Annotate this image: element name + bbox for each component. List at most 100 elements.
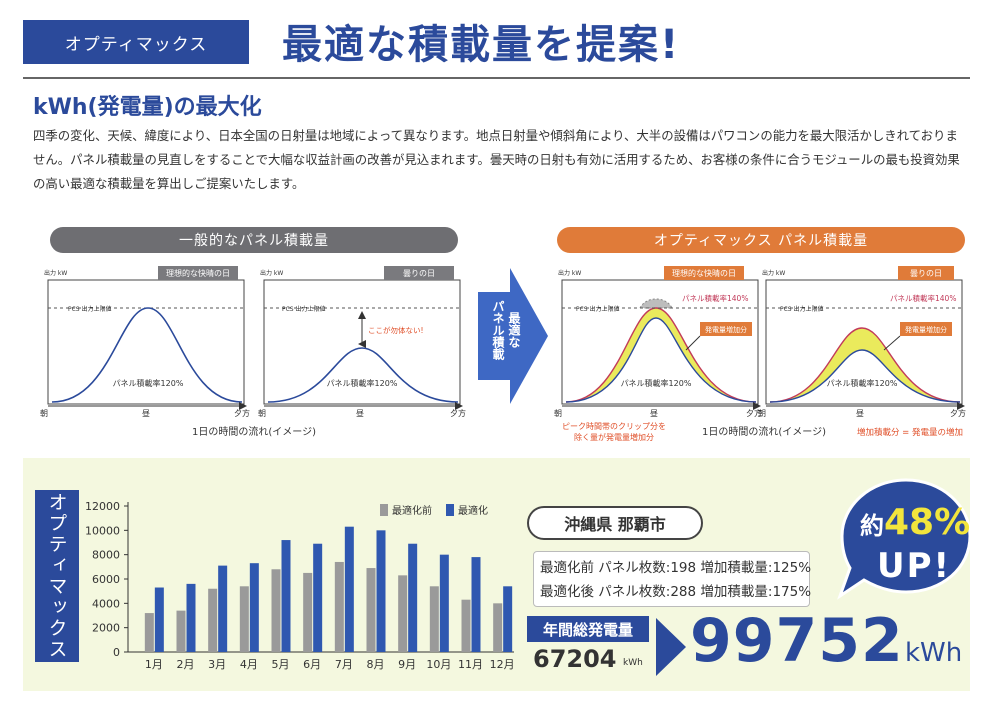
increase-note: 増加積載分 = 発電量の増加 bbox=[857, 427, 963, 438]
x-tick-label: 8月 bbox=[367, 658, 385, 671]
pcs-label: PCS 出力上限値 bbox=[282, 305, 326, 313]
bar-before bbox=[461, 599, 471, 652]
graph-optimax-sunny: PCS 出力上限値 出力 kW 理想的な快晴の日 パネル積載率140% 発電量増… bbox=[554, 266, 762, 442]
bar-after bbox=[439, 554, 449, 652]
ratio-label: パネル積載率120% bbox=[327, 378, 398, 388]
sunny-tag: 理想的な快晴の日 bbox=[166, 268, 230, 278]
legend-swatch bbox=[380, 504, 388, 516]
graph-optimax-cloudy: PCS 出力上限値 出力 kW 曇りの日 パネル積載率140% 発電量増加分 パ… bbox=[758, 266, 966, 418]
x-evening: 夕方 bbox=[234, 408, 250, 418]
x-morning: 朝 bbox=[554, 409, 562, 418]
x-evening: 夕方 bbox=[746, 408, 762, 418]
y-axis-label: 出力 kW bbox=[762, 269, 785, 277]
legend-label: 最適化 bbox=[458, 504, 488, 517]
bar-after bbox=[376, 530, 386, 652]
x-evening: 夕方 bbox=[450, 408, 466, 418]
badge-up: UP! bbox=[877, 546, 952, 586]
after-unit: kWh bbox=[905, 638, 963, 668]
clip-note-2: 除く量が発電量増加分 bbox=[574, 432, 654, 442]
bar-after bbox=[408, 543, 418, 652]
pcs-label: PCS 出力上限値 bbox=[68, 305, 112, 313]
x-tick-label: 12月 bbox=[490, 658, 515, 671]
ratio-label: パネル積載率120% bbox=[113, 378, 184, 388]
bar-after bbox=[186, 583, 196, 652]
intro-paragraph: 四季の変化、天候、緯度により、日本全国の日射量は地域によって異なります。地点日射… bbox=[33, 128, 960, 191]
x-noon: 昼 bbox=[856, 409, 864, 418]
before-unit: kWh bbox=[623, 658, 643, 668]
bar-before bbox=[334, 561, 344, 652]
x-tick-label: 7月 bbox=[335, 658, 353, 671]
general-capacity-title: 一般的なパネル積載量 bbox=[50, 227, 458, 253]
x-tick-label: 10月 bbox=[426, 658, 451, 671]
location-label: 沖縄県 那覇市 bbox=[527, 506, 703, 540]
speech-bubble-icon bbox=[837, 478, 972, 600]
x-noon: 昼 bbox=[356, 409, 364, 418]
before-info-line: 最適化前 パネル枚数:198 増加積載量:125% bbox=[540, 560, 812, 576]
bar-after bbox=[471, 557, 481, 652]
bar-after bbox=[344, 526, 354, 652]
y-tick-label: 4000 bbox=[92, 597, 120, 610]
ratio-140-label: パネル積載率140% bbox=[682, 293, 748, 303]
after-value: 99752 bbox=[690, 606, 904, 676]
right-arrow-icon bbox=[656, 618, 686, 676]
bar-before bbox=[208, 588, 218, 652]
graph-general-sunny: PCS 出力上限値 出力 kW 理想的な快晴の日 パネル積載率120% 朝 昼 … bbox=[40, 266, 250, 418]
x-morning: 朝 bbox=[40, 409, 48, 418]
badge-percent: 約48% bbox=[860, 502, 970, 543]
bar-before bbox=[366, 568, 376, 652]
graph-general-cloudy: PCS 出力上限値 出力 kW 曇りの日 ここが勿体ない! パネル積載率120%… bbox=[258, 266, 466, 418]
bar-before bbox=[398, 575, 408, 652]
waste-note: ここが勿体ない! bbox=[368, 325, 424, 335]
header-divider bbox=[23, 77, 970, 79]
arrow-text-2: 最適な bbox=[507, 312, 521, 349]
cloudy-tag: 曇りの日 bbox=[403, 269, 435, 278]
pcs-label: PCS 出力上限値 bbox=[780, 305, 824, 313]
ratio-140-label: パネル積載率140% bbox=[890, 293, 956, 303]
bar-after bbox=[313, 543, 323, 652]
x-tick-label: 4月 bbox=[240, 658, 258, 671]
increase-tag: 発電量増加分 bbox=[705, 325, 747, 334]
badge-percent-value: 48% bbox=[884, 502, 971, 543]
x-tick-label: 9月 bbox=[398, 658, 416, 671]
page-title: 最適な積載量を提案! bbox=[282, 22, 681, 68]
annual-generation-label: 年間総発電量 bbox=[527, 616, 649, 642]
bar-before bbox=[144, 613, 154, 652]
x-noon: 昼 bbox=[650, 409, 658, 418]
comparison-graphs: PCS 出力上限値 出力 kW 理想的な快晴の日 パネル積載率120% 朝 昼 … bbox=[40, 266, 966, 442]
sunny-tag: 理想的な快晴の日 bbox=[672, 268, 736, 278]
x-tick-label: 5月 bbox=[272, 658, 290, 671]
pcs-label: PCS 出力上限値 bbox=[576, 305, 620, 313]
y-axis-label: 出力 kW bbox=[44, 269, 67, 277]
y-tick-label: 2000 bbox=[92, 622, 120, 635]
x-tick-label: 6月 bbox=[303, 658, 321, 671]
x-tick-label: 2月 bbox=[177, 658, 195, 671]
y-axis-label: 出力 kW bbox=[558, 269, 581, 277]
legend-swatch bbox=[446, 504, 454, 516]
header-tag: オプティマックス bbox=[23, 20, 249, 64]
chart-side-label: オプティマックス bbox=[35, 490, 79, 662]
y-tick-label: 6000 bbox=[92, 573, 120, 586]
y-tick-label: 12000 bbox=[85, 500, 120, 513]
y-tick-label: 0 bbox=[113, 646, 120, 659]
clip-note-1: ピーク時間帯のクリップ分を bbox=[562, 421, 666, 431]
bar-before bbox=[239, 586, 249, 652]
y-axis-label: 出力 kW bbox=[260, 269, 283, 277]
x-tick-label: 3月 bbox=[208, 658, 226, 671]
after-info-line: 最適化後 パネル枚数:288 増加積載量:175% bbox=[540, 584, 812, 600]
before-value: 67204 bbox=[533, 645, 617, 673]
bar-before bbox=[271, 569, 281, 652]
bar-after bbox=[503, 586, 513, 652]
time-flow-label: 1日の時間の流れ(イメージ) bbox=[702, 425, 826, 438]
x-noon: 昼 bbox=[142, 409, 150, 418]
arrow-text-1: パネル積載 bbox=[491, 300, 505, 361]
bar-after bbox=[249, 563, 259, 652]
optimize-arrow: パネル積載 最適な bbox=[478, 268, 548, 404]
time-flow-label: 1日の時間の流れ(イメージ) bbox=[192, 425, 316, 438]
x-evening: 夕方 bbox=[950, 408, 966, 418]
x-morning: 朝 bbox=[258, 409, 266, 418]
section-title: kWh(発電量)の最大化 bbox=[33, 95, 262, 120]
ratio-label: パネル積載率120% bbox=[827, 378, 898, 388]
badge-prefix: 約 bbox=[860, 512, 884, 540]
increase-tag: 発電量増加分 bbox=[905, 325, 947, 334]
bar-before bbox=[176, 610, 186, 652]
